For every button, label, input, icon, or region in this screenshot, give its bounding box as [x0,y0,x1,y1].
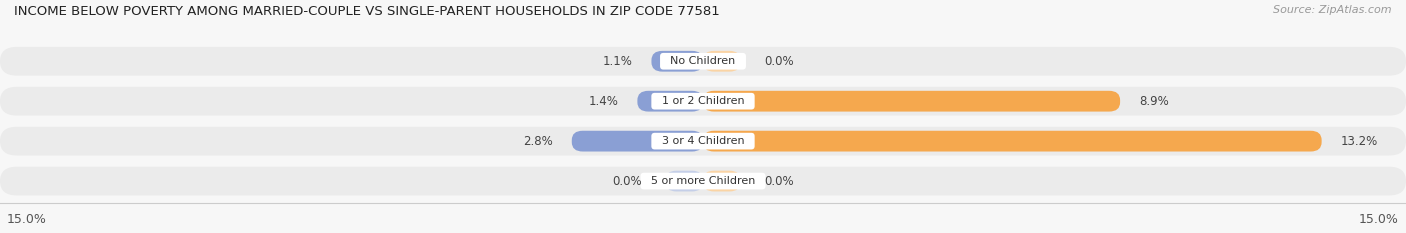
FancyBboxPatch shape [703,171,741,192]
FancyBboxPatch shape [703,91,1121,112]
Text: 1 or 2 Children: 1 or 2 Children [655,96,751,106]
Text: 5 or more Children: 5 or more Children [644,176,762,186]
FancyBboxPatch shape [703,131,1322,151]
Text: 1.4%: 1.4% [589,95,619,108]
Text: 15.0%: 15.0% [7,212,46,226]
FancyBboxPatch shape [0,87,1406,116]
Text: 0.0%: 0.0% [613,175,643,188]
Text: 2.8%: 2.8% [523,135,553,148]
Text: 13.2%: 13.2% [1340,135,1378,148]
FancyBboxPatch shape [0,167,1406,195]
Text: 8.9%: 8.9% [1139,95,1168,108]
FancyBboxPatch shape [665,171,703,192]
FancyBboxPatch shape [572,131,703,151]
FancyBboxPatch shape [0,47,1406,76]
Text: Source: ZipAtlas.com: Source: ZipAtlas.com [1274,5,1392,15]
FancyBboxPatch shape [0,127,1406,155]
FancyBboxPatch shape [703,51,741,72]
Text: 0.0%: 0.0% [763,175,793,188]
FancyBboxPatch shape [637,91,703,112]
Text: 1.1%: 1.1% [603,55,633,68]
Text: No Children: No Children [664,56,742,66]
FancyBboxPatch shape [651,51,703,72]
Text: 3 or 4 Children: 3 or 4 Children [655,136,751,146]
Text: INCOME BELOW POVERTY AMONG MARRIED-COUPLE VS SINGLE-PARENT HOUSEHOLDS IN ZIP COD: INCOME BELOW POVERTY AMONG MARRIED-COUPL… [14,5,720,18]
Text: 15.0%: 15.0% [1360,212,1399,226]
Text: 0.0%: 0.0% [763,55,793,68]
